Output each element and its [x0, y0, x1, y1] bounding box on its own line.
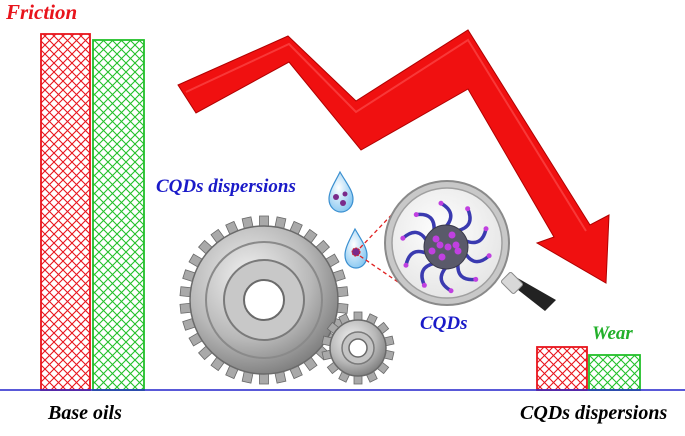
cqd-surface-dot: [432, 235, 440, 243]
water-droplet-small-icon: [344, 227, 368, 269]
cqd-surface-dot: [452, 241, 460, 249]
cqd-tentacle-tip: [486, 253, 492, 259]
cqd-tentacle-tip: [465, 206, 471, 212]
water-droplet-icon: [328, 170, 354, 213]
cqd-surface-dot: [436, 241, 444, 249]
cqd-surface-dot: [454, 247, 462, 255]
zoom-line-top: [359, 205, 401, 249]
cqds-dispersions-axis-label: CQDs dispersions: [520, 402, 668, 424]
cqd-tentacle-tip: [473, 276, 479, 282]
down-trend-arrow-icon: [177, 29, 610, 284]
cqd-tentacle-tip: [483, 226, 489, 232]
gear-icon: [179, 215, 349, 385]
small-gear-icon: [321, 311, 395, 385]
friction-label: Friction: [6, 0, 78, 24]
cqds-wear-bar: [588, 354, 641, 391]
cqd-surface-dot: [444, 243, 452, 251]
cqd-tentacle-tip: [448, 288, 454, 294]
cqd-tentacle-tip: [438, 200, 444, 206]
cqd-tentacle-tip: [413, 212, 419, 218]
base-oils-wear-bar: [92, 39, 145, 391]
cqd-tentacle-tip: [403, 262, 409, 268]
cqd-surface-dot: [428, 247, 436, 255]
magnifier-icon: [384, 180, 556, 311]
wear-label: Wear: [592, 323, 633, 344]
cqd-surface-dot: [448, 231, 456, 239]
cqds-dispersions-label: CQDs dispersions: [156, 176, 296, 197]
cqds-label: CQDs: [420, 313, 468, 334]
zoom-line-bottom: [359, 255, 399, 283]
cqd-particle-icon: [400, 200, 492, 294]
cqd-surface-dot: [438, 253, 446, 261]
cqds-friction-bar: [536, 346, 588, 391]
base-oils-friction-bar: [40, 33, 91, 391]
base-oils-label: Base oils: [48, 402, 122, 424]
cqd-tentacle-tip: [421, 282, 427, 288]
cqd-tentacle-tip: [400, 235, 406, 241]
